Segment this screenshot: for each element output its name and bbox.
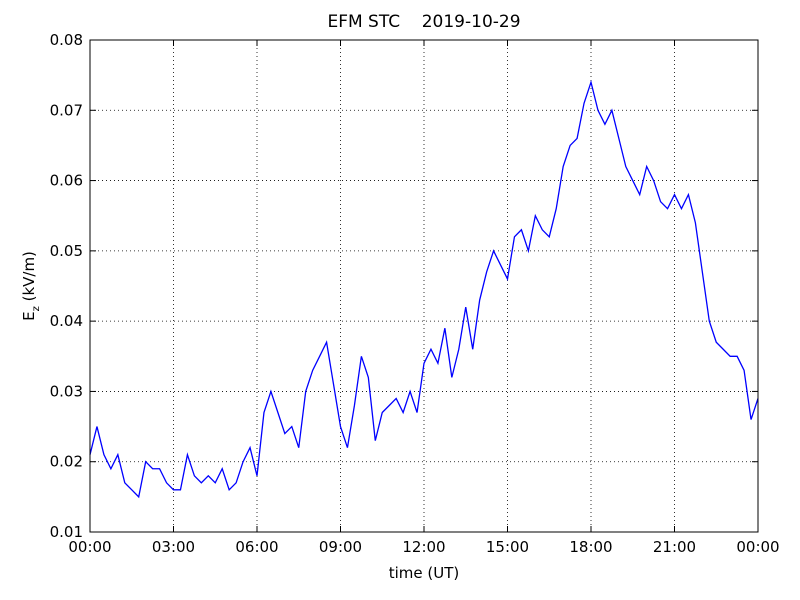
y-tick-label: 0.06 xyxy=(50,172,83,190)
x-tick-label: 15:00 xyxy=(486,538,529,556)
y-axis-label: Ez (kV/m) xyxy=(20,251,42,321)
y-label-unit: (kV/m) xyxy=(20,251,38,306)
x-tick-label: 09:00 xyxy=(319,538,362,556)
y-tick-label: 0.05 xyxy=(50,242,83,260)
x-tick-label: 03:00 xyxy=(152,538,195,556)
x-tick-label: 12:00 xyxy=(402,538,445,556)
y-tick-label: 0.08 xyxy=(50,31,83,49)
x-tick-label: 00:00 xyxy=(68,538,111,556)
y-tick-label: 0.03 xyxy=(50,382,83,400)
x-axis-label: time (UT) xyxy=(389,564,460,582)
data-line xyxy=(89,79,759,499)
y-tick-label: 0.01 xyxy=(50,523,83,541)
y-tick-label: 0.07 xyxy=(50,101,83,119)
y-label-sub: z xyxy=(31,306,42,311)
x-tick-label: 06:00 xyxy=(235,538,278,556)
chart-title: EFM STC 2019-10-29 xyxy=(327,12,520,32)
plot-frame xyxy=(89,39,759,533)
x-tick-label: 18:00 xyxy=(569,538,612,556)
x-tick-label: 00:00 xyxy=(736,538,779,556)
y-label-main: E xyxy=(20,311,38,320)
y-tick-label: 0.04 xyxy=(50,312,83,330)
y-tick-label: 0.02 xyxy=(50,453,83,471)
x-tick-label: 21:00 xyxy=(653,538,696,556)
